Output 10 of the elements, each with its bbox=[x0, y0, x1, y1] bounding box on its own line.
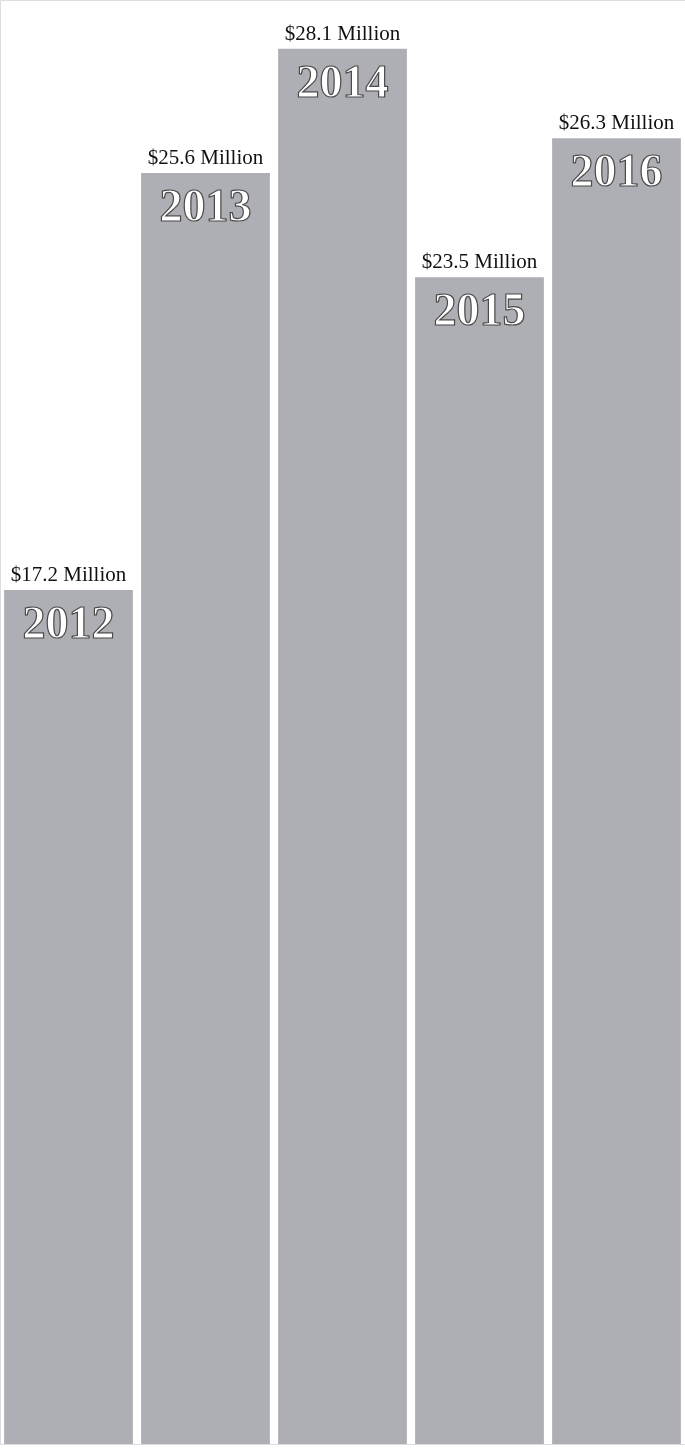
data-label: $23.5 Million bbox=[421, 249, 538, 274]
data-label: $25.6 Million bbox=[147, 144, 264, 169]
x-tick-label: 2015 bbox=[433, 284, 526, 336]
x-tick-label: 2016 bbox=[570, 145, 663, 197]
x-tick-label: 2014 bbox=[296, 55, 389, 107]
data-label: $17.2 Million bbox=[10, 562, 127, 587]
data-label: $26.3 Million bbox=[558, 110, 675, 135]
x-tick-label: 2012 bbox=[22, 597, 115, 649]
data-label: $28.1 Million bbox=[284, 20, 401, 45]
x-tick-label: 2013 bbox=[159, 179, 252, 231]
